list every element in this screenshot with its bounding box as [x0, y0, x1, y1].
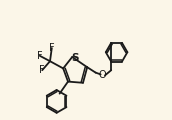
Text: F: F [49, 43, 55, 53]
Text: F: F [39, 65, 45, 75]
Text: F: F [37, 51, 43, 61]
Text: O: O [99, 70, 107, 80]
Text: S: S [71, 53, 79, 63]
